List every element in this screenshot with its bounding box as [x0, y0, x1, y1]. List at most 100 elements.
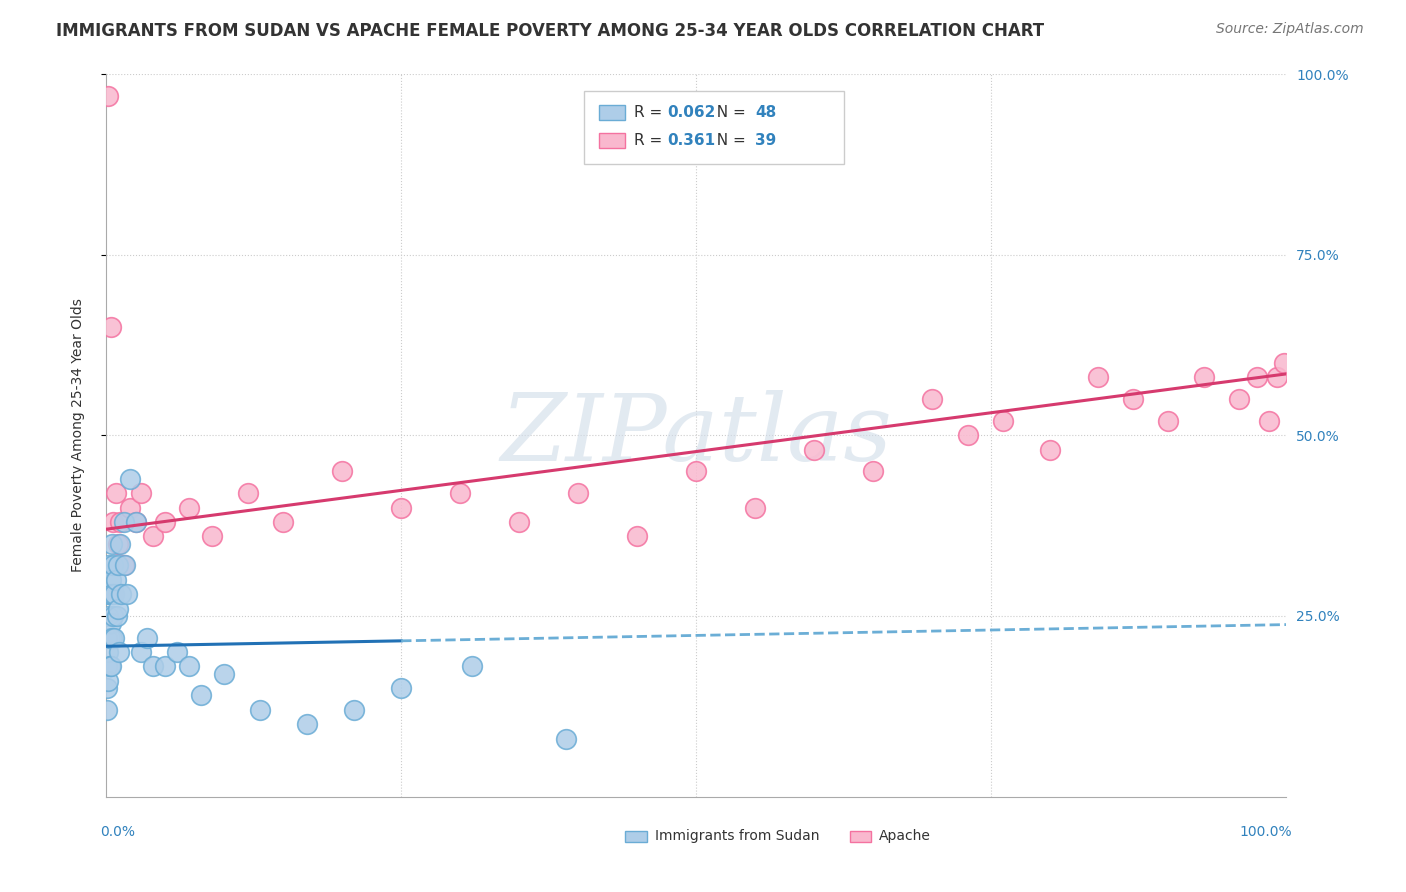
Text: 100.0%: 100.0%	[1240, 825, 1292, 839]
Point	[744, 500, 766, 515]
Point	[131, 645, 153, 659]
Point	[98, 659, 121, 673]
Point	[921, 392, 943, 406]
Point	[956, 428, 979, 442]
Text: 48: 48	[755, 105, 776, 120]
Point	[100, 319, 122, 334]
Point	[201, 529, 224, 543]
Y-axis label: Female Poverty Among 25-34 Year Olds: Female Poverty Among 25-34 Year Olds	[72, 298, 86, 573]
Point	[103, 631, 125, 645]
Text: IMMIGRANTS FROM SUDAN VS APACHE FEMALE POVERTY AMONG 25-34 YEAR OLDS CORRELATION: IMMIGRANTS FROM SUDAN VS APACHE FEMALE P…	[56, 22, 1045, 40]
Point	[1246, 370, 1268, 384]
Point	[101, 558, 124, 573]
Point	[1087, 370, 1109, 384]
Point	[212, 666, 235, 681]
Point	[389, 681, 412, 695]
Point	[104, 573, 127, 587]
Point	[626, 529, 648, 543]
Point	[101, 608, 124, 623]
FancyBboxPatch shape	[849, 830, 870, 842]
Point	[1122, 392, 1144, 406]
Point	[101, 631, 124, 645]
Point	[98, 631, 121, 645]
Point	[114, 558, 136, 573]
Point	[96, 631, 118, 645]
Point	[103, 587, 125, 601]
Point	[97, 88, 120, 103]
Point	[110, 587, 132, 601]
FancyBboxPatch shape	[599, 105, 626, 120]
Point	[104, 486, 127, 500]
Point	[249, 703, 271, 717]
Point	[96, 681, 118, 695]
Point	[1272, 356, 1295, 370]
Point	[97, 608, 120, 623]
FancyBboxPatch shape	[583, 91, 844, 164]
Point	[389, 500, 412, 515]
Point	[101, 536, 124, 550]
FancyBboxPatch shape	[599, 133, 626, 148]
Point	[118, 500, 141, 515]
Point	[142, 529, 165, 543]
Point	[142, 659, 165, 673]
Point	[100, 573, 122, 587]
Text: 0.361: 0.361	[666, 133, 714, 148]
Point	[461, 659, 484, 673]
Point	[110, 515, 132, 529]
Point	[862, 464, 884, 478]
Point	[136, 631, 159, 645]
Point	[97, 558, 120, 573]
Point	[190, 689, 212, 703]
Point	[107, 601, 129, 615]
Point	[1227, 392, 1250, 406]
Point	[153, 515, 176, 529]
Point	[555, 731, 578, 746]
Point	[1157, 414, 1180, 428]
Point	[153, 659, 176, 673]
Text: R =: R =	[634, 105, 666, 120]
Text: 39: 39	[755, 133, 776, 148]
Point	[96, 703, 118, 717]
Point	[107, 536, 129, 550]
Point	[124, 515, 146, 529]
Point	[96, 659, 118, 673]
Point	[101, 587, 124, 601]
Point	[97, 645, 120, 659]
Point	[101, 515, 124, 529]
Text: ZIPatlas: ZIPatlas	[501, 391, 893, 480]
Text: Immigrants from Sudan: Immigrants from Sudan	[655, 830, 820, 843]
Point	[97, 673, 120, 688]
Point	[124, 515, 146, 529]
Point	[98, 587, 121, 601]
Point	[449, 486, 471, 500]
Point	[166, 645, 188, 659]
Point	[991, 414, 1014, 428]
Point	[685, 464, 707, 478]
Point	[295, 717, 318, 731]
Point	[100, 659, 122, 673]
Point	[803, 442, 825, 457]
Point	[118, 472, 141, 486]
Point	[343, 703, 366, 717]
Point	[117, 587, 139, 601]
Point	[108, 645, 131, 659]
Point	[112, 558, 135, 573]
Point	[330, 464, 353, 478]
Point	[236, 486, 259, 500]
Point	[177, 500, 200, 515]
Point	[271, 515, 294, 529]
Point	[110, 536, 132, 550]
Point	[1039, 442, 1062, 457]
Text: Source: ZipAtlas.com: Source: ZipAtlas.com	[1216, 22, 1364, 37]
Text: N =: N =	[707, 133, 751, 148]
Text: 0.0%: 0.0%	[100, 825, 135, 839]
Point	[1265, 370, 1288, 384]
Point	[107, 558, 129, 573]
Point	[131, 486, 153, 500]
Point	[177, 659, 200, 673]
FancyBboxPatch shape	[626, 830, 647, 842]
Point	[112, 515, 135, 529]
Point	[1257, 414, 1279, 428]
Text: N =: N =	[707, 105, 751, 120]
Point	[1192, 370, 1215, 384]
